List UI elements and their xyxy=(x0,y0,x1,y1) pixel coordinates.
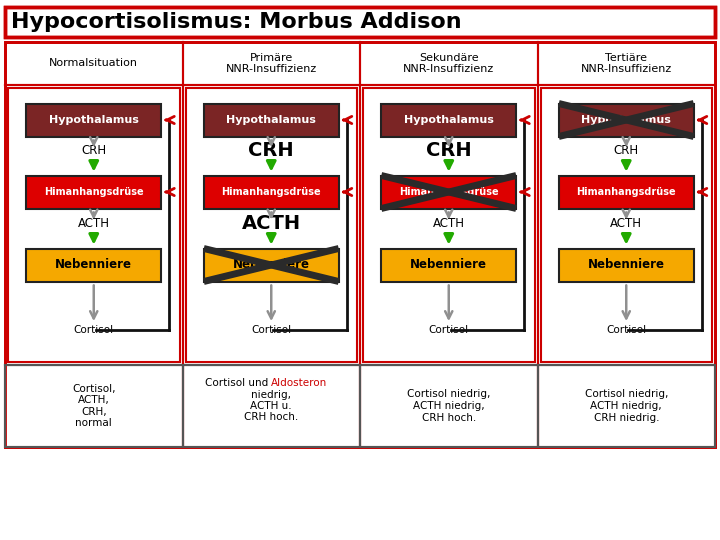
Text: ACTH: ACTH xyxy=(611,217,642,230)
Bar xyxy=(5,365,715,447)
Text: CRH: CRH xyxy=(248,141,294,160)
Text: Cortisol: Cortisol xyxy=(73,325,114,335)
Text: CRH: CRH xyxy=(81,145,107,158)
Text: Normalsituation: Normalsituation xyxy=(49,58,138,69)
Text: Himanhangsdrüse: Himanhangsdrüse xyxy=(44,187,143,197)
Bar xyxy=(382,104,516,137)
Text: ACTH u.: ACTH u. xyxy=(251,401,292,411)
Bar xyxy=(559,104,693,137)
Bar xyxy=(559,248,693,281)
Bar xyxy=(27,176,161,208)
Text: Himanhangsdrüse: Himanhangsdrüse xyxy=(222,187,321,197)
Text: Hypothalamus: Hypothalamus xyxy=(49,115,139,125)
Text: Hypothalamus: Hypothalamus xyxy=(404,115,494,125)
Text: Nebenniere: Nebenniere xyxy=(55,259,132,272)
Bar xyxy=(8,88,179,362)
Bar xyxy=(186,88,357,362)
Text: Aldosteron: Aldosteron xyxy=(271,378,328,388)
Text: Himanhangsdrüse: Himanhangsdrüse xyxy=(399,187,498,197)
Bar xyxy=(204,248,338,281)
Bar xyxy=(382,176,516,208)
Text: Hypocortisolismus: Morbus Addison: Hypocortisolismus: Morbus Addison xyxy=(11,12,462,32)
Text: Nebenniere: Nebenniere xyxy=(410,259,487,272)
Text: Himanhangsdrüse: Himanhangsdrüse xyxy=(577,187,676,197)
Text: CRH: CRH xyxy=(613,145,639,158)
Text: Primäre
NNR-Insuffizienz: Primäre NNR-Insuffizienz xyxy=(225,53,317,75)
Bar xyxy=(363,88,534,362)
Text: CRH hoch.: CRH hoch. xyxy=(244,413,298,422)
Text: CRH: CRH xyxy=(426,141,472,160)
Bar xyxy=(541,88,712,362)
Text: Cortisol: Cortisol xyxy=(428,325,469,335)
Bar xyxy=(5,7,715,37)
Text: ACTH: ACTH xyxy=(433,217,464,230)
Text: Nebenniere: Nebenniere xyxy=(588,259,665,272)
Text: Hypothalamus: Hypothalamus xyxy=(581,115,671,125)
Text: Hypothalamus: Hypothalamus xyxy=(226,115,316,125)
Text: Sekundäre
NNR-Insuffizienz: Sekundäre NNR-Insuffizienz xyxy=(403,53,495,75)
Text: Cortisol,
ACTH,
CRH,
normal: Cortisol, ACTH, CRH, normal xyxy=(72,383,115,428)
Text: ACTH: ACTH xyxy=(78,217,109,230)
Text: niedrig,: niedrig, xyxy=(251,389,292,400)
Text: Cortisol und Aldosteron: Cortisol und Aldosteron xyxy=(210,378,333,388)
Bar xyxy=(5,42,715,447)
Bar xyxy=(5,7,715,37)
Text: ACTH: ACTH xyxy=(242,214,301,233)
Text: Cortisol: Cortisol xyxy=(251,325,292,335)
Bar xyxy=(204,176,338,208)
Bar xyxy=(382,248,516,281)
Text: Nebenniere: Nebenniere xyxy=(233,259,310,272)
Text: Cortisol und: Cortisol und xyxy=(204,378,271,388)
Bar xyxy=(5,365,715,447)
Text: Cortisol niedrig,
ACTH niedrig,
CRH hoch.: Cortisol niedrig, ACTH niedrig, CRH hoch… xyxy=(407,389,490,423)
Bar xyxy=(27,248,161,281)
Text: Cortisol niedrig,
ACTH niedrig,
CRH niedrig.: Cortisol niedrig, ACTH niedrig, CRH nied… xyxy=(585,389,668,423)
Bar xyxy=(5,42,715,447)
Text: Tertiäre
NNR-Insuffizienz: Tertiäre NNR-Insuffizienz xyxy=(580,53,672,75)
Bar xyxy=(559,176,693,208)
Bar xyxy=(204,104,338,137)
Text: Cortisol: Cortisol xyxy=(606,325,647,335)
Bar xyxy=(27,104,161,137)
